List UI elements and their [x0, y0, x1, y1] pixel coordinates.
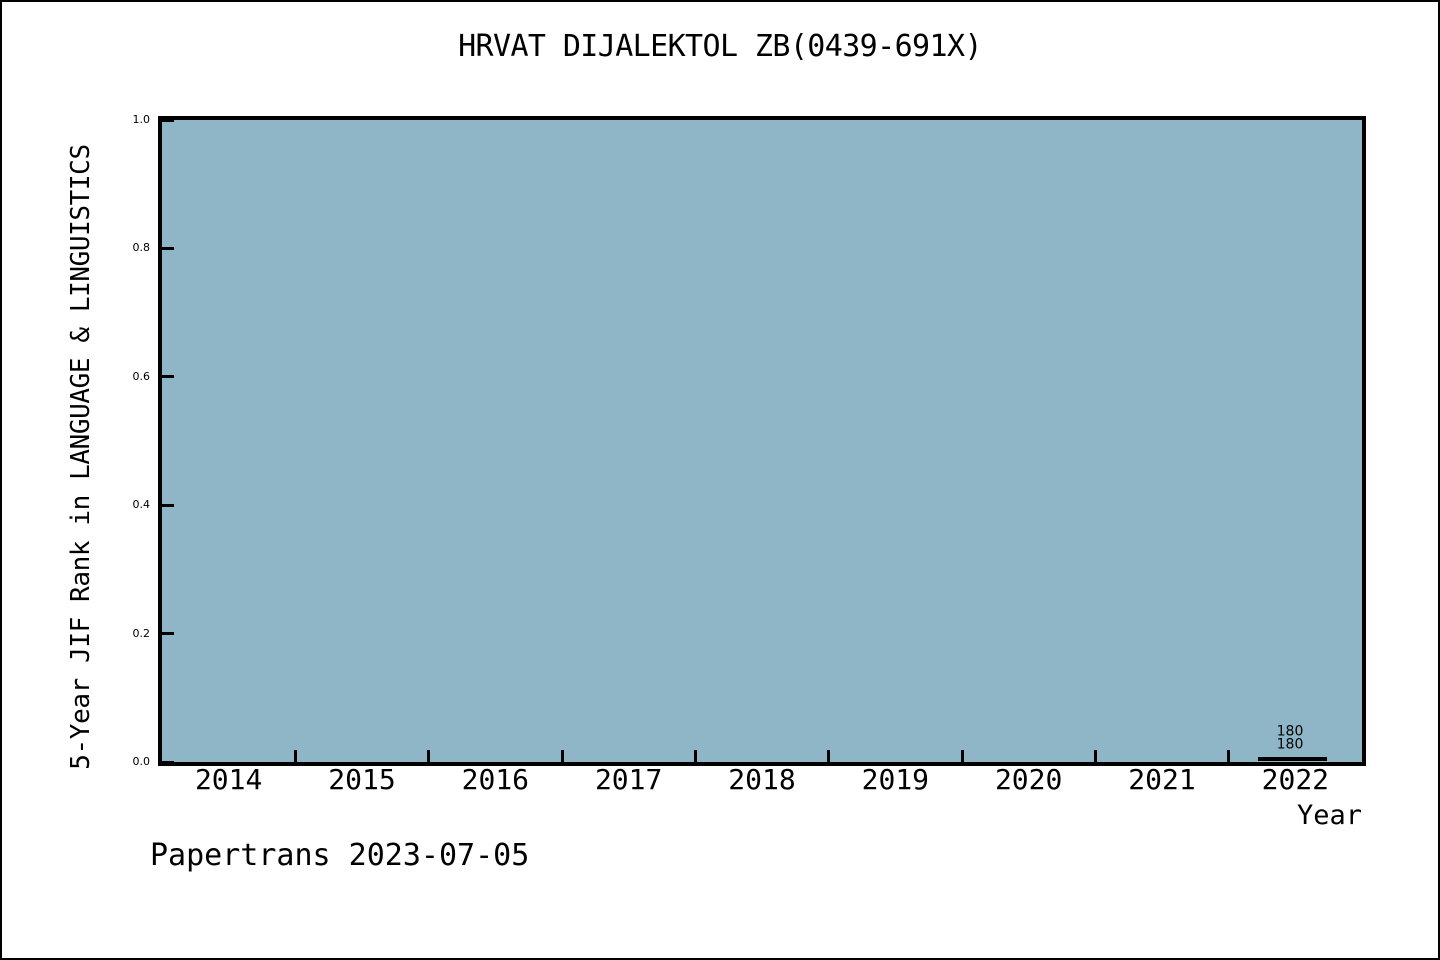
plot-area [158, 116, 1366, 766]
y-tick-label: 0.8 [132, 241, 151, 255]
y-tick-label: 1.0 [132, 113, 151, 126]
x-tick-mark [560, 750, 564, 762]
y-tick-mark [162, 760, 174, 764]
chart-title: HRVAT DIJALEKTOL ZB(0439-691X) [458, 29, 982, 64]
x-tick-label: 2018 [728, 763, 796, 796]
data-value-label-1: 180 [1276, 723, 1304, 740]
x-axis-title: Year [1296, 800, 1362, 831]
x-tick-label: 2019 [861, 763, 930, 796]
x-tick-mark [1227, 750, 1231, 762]
y-tick-label: 0.0 [132, 755, 151, 768]
y-tick-mark [162, 118, 174, 122]
y-tick-mark [162, 246, 174, 250]
x-tick-label: 2017 [594, 763, 663, 796]
x-tick-mark [1093, 750, 1097, 762]
x-tick-mark [293, 750, 297, 762]
x-tick-mark [427, 750, 431, 762]
x-tick-mark [693, 750, 697, 762]
watermark-branding-text: Papertrans 2023-07-05 [150, 838, 530, 873]
x-tick-label: 2016 [461, 763, 530, 796]
data-value-label-2: 180 [1276, 736, 1304, 753]
x-tick-mark [827, 750, 831, 762]
x-tick-label: 2015 [328, 763, 396, 796]
x-tick-label: 2021 [1128, 763, 1196, 796]
y-tick-mark [162, 375, 174, 379]
y-tick-mark [162, 632, 174, 636]
x-tick-mark [960, 750, 964, 762]
data-line-2022 [1258, 757, 1328, 762]
y-axis-label: 5-Year JIF Rank in LANGUAGE & LINGUISTIC… [66, 144, 96, 770]
y-tick-label: 0.2 [132, 626, 151, 640]
x-tick-label: 2014 [194, 763, 263, 796]
y-tick-label: 0.4 [132, 498, 151, 512]
x-tick-label: 2020 [994, 763, 1063, 796]
y-tick-label: 0.6 [132, 369, 151, 383]
x-tick-label: 2022 [1261, 763, 1330, 796]
y-tick-mark [162, 503, 174, 507]
